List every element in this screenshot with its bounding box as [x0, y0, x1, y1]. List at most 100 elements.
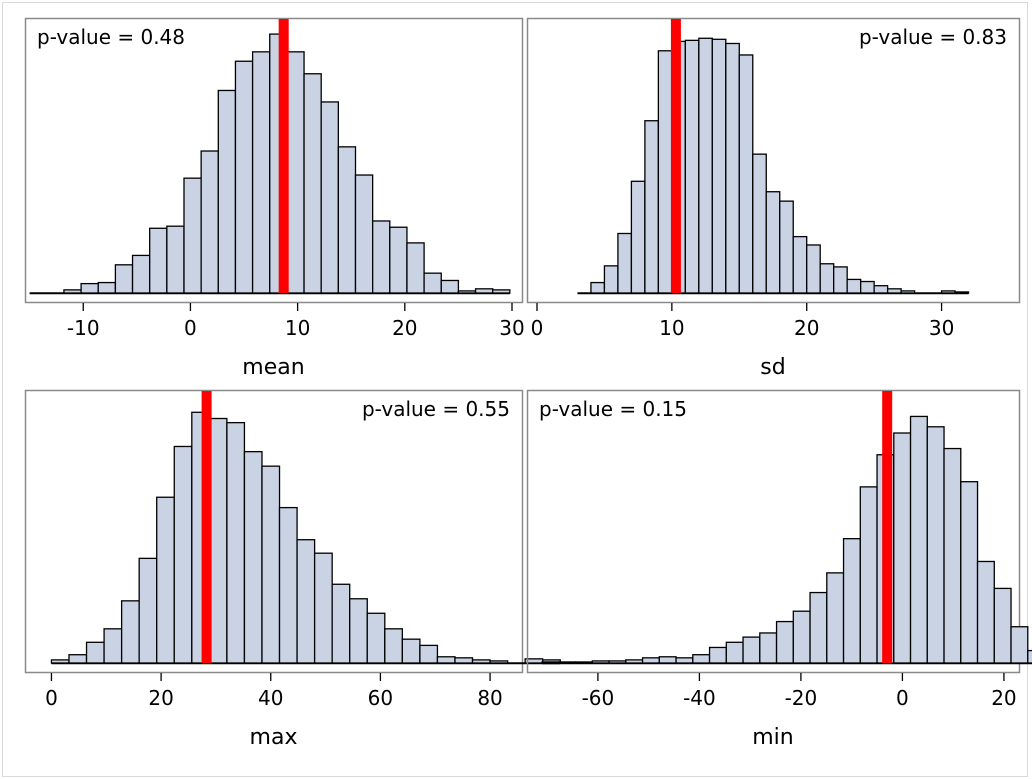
- histogram-bar: [603, 265, 619, 294]
- p-value-label: p-value = 0.83: [859, 25, 1007, 49]
- p-value-label: p-value = 0.55: [362, 397, 510, 421]
- histogram-bar: [261, 465, 281, 664]
- histogram-bar: [454, 657, 474, 664]
- histogram-bar: [725, 641, 744, 664]
- histogram-bar: [489, 660, 509, 664]
- histogram-bar: [859, 486, 878, 664]
- histogram-bar: [474, 288, 494, 294]
- histogram-bar: [873, 285, 889, 294]
- histogram-bar: [406, 242, 425, 294]
- histogram-bar: [131, 254, 151, 294]
- histogram-bar: [331, 583, 351, 664]
- histogram-bar: [354, 174, 374, 294]
- histogram-bar: [457, 290, 477, 294]
- histogram-bar: [303, 73, 322, 294]
- histogram-panel-sd: p-value = 0.83 0 10 20 30 sd: [526, 17, 1021, 380]
- histogram-bar: [644, 120, 660, 294]
- histogram-bar: [471, 659, 491, 664]
- histogram-bar: [625, 659, 644, 664]
- x-axis-title: max: [250, 725, 298, 750]
- histogram-bar: [792, 610, 811, 664]
- histogram-bar: [440, 279, 460, 294]
- histogram-bar: [149, 227, 168, 294]
- histogram-bar: [401, 638, 421, 664]
- histogram-bar: [909, 415, 928, 664]
- x-tick-label: 0: [896, 686, 909, 710]
- histogram-bar: [775, 620, 794, 664]
- histogram-bar: [68, 654, 88, 664]
- histogram-bar: [313, 552, 333, 664]
- x-tick-label: 40: [258, 686, 283, 710]
- histogram-bar: [97, 281, 117, 294]
- histogram-bar: [658, 656, 677, 664]
- panel-frame: [526, 17, 1021, 304]
- histogram-bar: [960, 481, 979, 664]
- histogram-bar: [384, 628, 403, 664]
- histogram-bar: [742, 636, 761, 664]
- histogram-bar: [779, 200, 794, 294]
- x-tick-label: -40: [683, 686, 716, 710]
- panel-frame: [526, 389, 1021, 674]
- x-tick-label: 30: [499, 316, 524, 340]
- observed-value-line: [882, 391, 893, 663]
- p-value-label: p-value = 0.48: [37, 25, 185, 49]
- histogram-bar: [809, 591, 828, 664]
- histogram-bar: [657, 50, 673, 294]
- x-tick-label: -10: [67, 316, 100, 340]
- histogram-bar: [226, 421, 246, 664]
- histogram-bar: [200, 150, 219, 294]
- x-tick-label: -60: [582, 686, 615, 710]
- x-tick-label: 60: [368, 686, 393, 710]
- histogram-bar: [940, 290, 956, 294]
- histogram-bar: [826, 572, 845, 664]
- histogram-bar: [114, 264, 134, 294]
- observed-value-line: [278, 19, 289, 293]
- histogram-bar: [372, 220, 391, 294]
- histogram-bar: [80, 282, 99, 294]
- histogram-bar: [419, 644, 439, 664]
- x-tick-label: 0: [531, 316, 544, 340]
- histogram-bar: [684, 39, 700, 294]
- histogram-bar: [243, 451, 263, 664]
- histogram-bar: [590, 281, 606, 294]
- histogram-bar: [278, 506, 298, 664]
- histogram-bar: [63, 289, 82, 294]
- x-tick-label: 0: [45, 686, 58, 710]
- histogram-bar: [752, 153, 767, 294]
- x-tick-label: 80: [477, 686, 502, 710]
- histogram-bar: [846, 278, 862, 294]
- histogram-panel-max: p-value = 0.55 0 20 40 60 80 max: [24, 389, 561, 750]
- histogram-bar: [860, 280, 875, 294]
- histogram-bar: [85, 641, 105, 664]
- histogram-bar: [833, 266, 848, 294]
- histogram-bar: [708, 646, 727, 664]
- histogram-bar: [759, 632, 778, 664]
- histogram-bar: [893, 432, 912, 664]
- histogram-bar: [337, 146, 357, 294]
- x-axis-title: min: [752, 725, 794, 750]
- histogram-bar: [286, 51, 305, 294]
- histogram-bar: [698, 37, 713, 294]
- x-tick-label: 20: [794, 316, 819, 340]
- observed-value-line: [201, 391, 212, 663]
- histogram-bar: [349, 598, 368, 664]
- histogram-bar: [166, 225, 185, 294]
- histogram-bar: [251, 51, 271, 294]
- p-value-label: p-value = 0.15: [539, 397, 687, 421]
- histogram-bar: [711, 38, 727, 294]
- x-tick-label: -20: [785, 686, 818, 710]
- histogram-bar: [819, 263, 835, 294]
- histogram-panel-mean: p-value = 0.48 -10 0 10 20 30 mean: [24, 17, 525, 380]
- histogram-bar: [842, 538, 861, 664]
- histogram-bar: [926, 426, 945, 664]
- histogram-bar: [389, 226, 408, 294]
- x-tick-label: 20: [148, 686, 173, 710]
- histogram-bar: [900, 290, 916, 294]
- histogram-bar: [1027, 649, 1032, 664]
- histogram-bar: [492, 289, 511, 294]
- histogram-panel-min: p-value = 0.15 -60 -40 -20 0 20 min: [526, 389, 1032, 750]
- x-axis-title: mean: [242, 355, 304, 380]
- histogram-bar: [423, 272, 442, 294]
